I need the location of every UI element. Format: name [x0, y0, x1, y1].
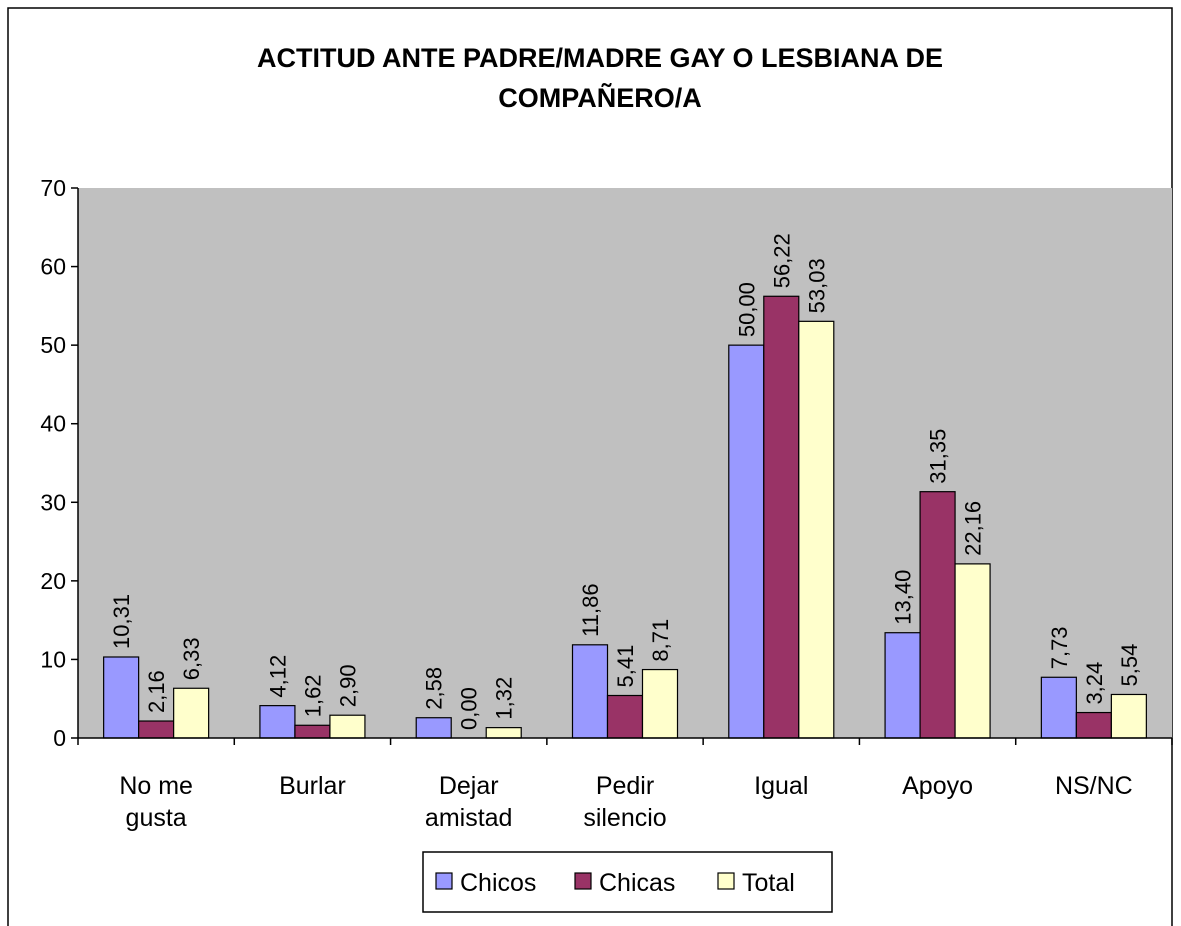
x-tick-label: Pedir silencio	[583, 772, 667, 832]
legend-swatch	[574, 872, 592, 890]
bar	[919, 491, 956, 739]
bar	[728, 344, 765, 739]
bar	[173, 687, 210, 739]
y-tick-label: 60	[40, 254, 66, 280]
data-label: 2,58	[422, 667, 447, 710]
data-label: 22,16	[961, 501, 986, 556]
bar	[329, 714, 366, 739]
data-label: 2,90	[335, 664, 360, 707]
bar	[884, 632, 921, 739]
y-tick-label: 50	[40, 332, 66, 358]
data-label: 6,33	[179, 637, 204, 680]
y-tick-label: 0	[53, 725, 66, 751]
bar	[571, 644, 609, 739]
data-label: 11,86	[578, 583, 603, 636]
bar	[1040, 676, 1077, 739]
bar	[485, 727, 522, 739]
bar	[798, 320, 835, 739]
data-label: 53,03	[804, 258, 829, 313]
y-tick-label: 40	[40, 411, 66, 437]
bar	[103, 656, 140, 739]
bar	[1110, 693, 1147, 739]
x-tick-label: NS/NC	[1054, 772, 1133, 800]
x-tick-label: Apoyo	[902, 772, 973, 800]
data-label: 13,40	[891, 570, 916, 625]
x-tick-label: Igual	[754, 772, 809, 800]
bar	[954, 563, 991, 739]
bar	[763, 295, 800, 739]
y-tick-label: 10	[40, 646, 66, 672]
data-label: 0,00	[457, 687, 482, 730]
data-label: 8,71	[648, 619, 673, 662]
data-label: 56,22	[769, 233, 794, 288]
legend-swatch	[717, 872, 735, 890]
bar	[1075, 711, 1112, 739]
legend-label: Chicas	[599, 869, 675, 897]
data-label: 31,35	[926, 429, 951, 484]
data-label: 5,54	[1117, 644, 1142, 687]
bar	[415, 717, 452, 739]
y-tick-label: 20	[40, 568, 66, 594]
data-label: 1,62	[300, 674, 325, 717]
legend-label: Chicos	[460, 869, 536, 897]
data-label: 2,16	[144, 670, 169, 713]
bar	[294, 724, 331, 739]
bar	[606, 694, 644, 739]
data-label: 10,31	[109, 594, 134, 649]
bar	[138, 720, 175, 739]
chart-title: ACTITUD ANTE PADRE/MADRE GAY O LESBIANA …	[256, 43, 944, 113]
data-label: 3,24	[1082, 662, 1107, 705]
data-label: 50,00	[734, 282, 759, 337]
y-tick-label: 30	[40, 489, 66, 515]
legend-box	[422, 851, 833, 913]
legend-swatch	[435, 872, 453, 890]
x-tick-label: No me gusta	[119, 772, 193, 832]
x-tick-label: Dejar amistad	[424, 772, 513, 832]
x-tick-label: Burlar	[279, 772, 346, 800]
bar	[641, 668, 679, 739]
legend-label: Total	[742, 869, 795, 897]
data-label: 5,41	[613, 645, 638, 688]
y-tick-label: 70	[40, 175, 66, 201]
data-label: 7,73	[1047, 626, 1072, 669]
data-label: 1,32	[492, 677, 517, 720]
bar	[259, 705, 296, 739]
data-label: 4,12	[265, 655, 290, 698]
